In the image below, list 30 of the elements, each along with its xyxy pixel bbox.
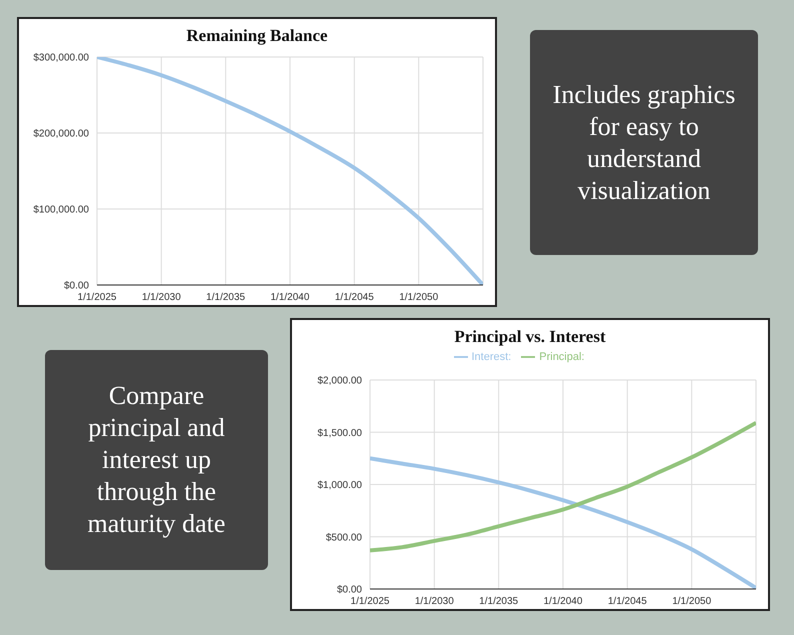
x-tick-label: 1/1/2050 [399,292,439,304]
y-tick-label: $1,000.00 [318,480,362,492]
x-tick-label: 1/1/2040 [270,292,310,304]
x-tick-label: 1/1/2050 [672,596,712,608]
y-tick-label: $200,000.00 [33,128,90,140]
legend-label: Interest: [472,350,512,363]
x-tick-label: 1/1/2045 [334,292,374,304]
x-tick-label: 1/1/2040 [544,596,583,608]
y-tick-label: $1,500.00 [318,428,362,439]
line-series [370,456,756,589]
x-tick-label: 1/1/2030 [414,596,454,608]
y-tick-label: $100,000.00 [33,204,90,216]
x-tick-label: 1/1/2035 [206,292,246,304]
y-tick-label: $0.00 [336,584,362,596]
chart-title: Principal vs. Interest [454,327,606,346]
y-tick-label: $2,000.00 [318,376,362,387]
chart-title: Remaining Balance [185,25,329,47]
x-tick-label: 1/1/2045 [608,596,648,608]
legend-label: Principal: [539,350,584,363]
line-series [97,57,483,285]
x-tick-label: 1/1/2035 [479,596,519,608]
x-tick-label: 1/1/2025 [78,292,117,304]
x-tick-label: 1/1/2025 [350,596,390,608]
y-tick-label: $0.00 [64,280,90,292]
y-tick-label: $300,000.00 [33,52,90,64]
x-tick-label: 1/1/2030 [142,292,182,304]
y-tick-label: $500.00 [326,532,362,544]
line-series [370,420,756,552]
text: Includes graphics for easy to understand visualization [552,78,736,206]
text: Compare principal and interest up through the maturity date [86,380,226,540]
